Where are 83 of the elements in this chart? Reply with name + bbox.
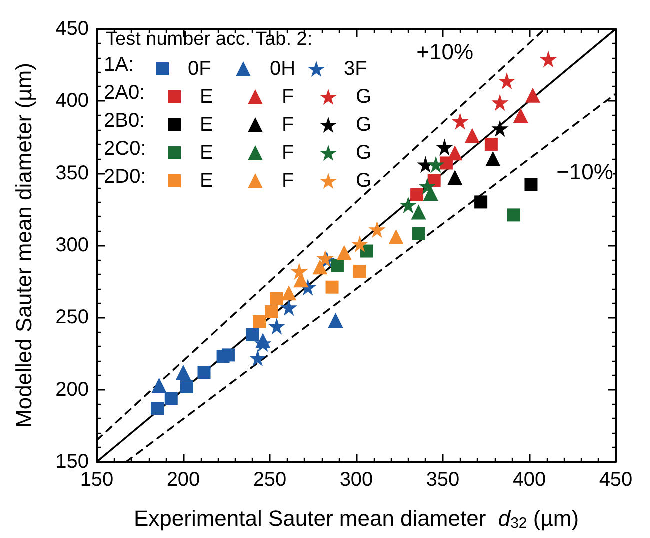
point <box>152 378 167 394</box>
point <box>486 151 501 166</box>
legend-label: G <box>356 114 372 136</box>
y-tick-label: 400 <box>56 90 89 112</box>
point <box>492 94 509 112</box>
point <box>164 392 178 405</box>
x-tick-label: 250 <box>253 469 287 491</box>
legend-label: 0F <box>188 58 212 80</box>
x-tick-label: 450 <box>599 469 633 491</box>
y-tick-label: 250 <box>56 306 89 329</box>
point <box>492 120 509 138</box>
point <box>222 348 235 362</box>
point <box>270 292 284 306</box>
legend-label: G <box>356 86 372 108</box>
point <box>540 50 558 68</box>
point <box>448 170 463 186</box>
point <box>412 227 426 240</box>
annotation: 2B0: <box>104 110 146 132</box>
point <box>268 318 286 335</box>
x-tick-label: 350 <box>426 469 460 491</box>
point <box>507 208 520 222</box>
point <box>265 305 278 318</box>
point <box>351 236 368 253</box>
legend-label: F <box>282 142 294 164</box>
legend-label: G <box>356 170 372 192</box>
point <box>368 221 386 238</box>
point <box>176 365 191 380</box>
point <box>428 156 445 174</box>
point <box>411 204 426 220</box>
legend-title: Test number acc. Tab. 2: <box>106 29 313 50</box>
point <box>525 88 540 103</box>
point <box>290 262 308 280</box>
y-axis-title: Modelled Sauter mean diameter (µm) <box>12 63 36 428</box>
point <box>246 328 260 342</box>
y-tick-label: 200 <box>56 378 89 401</box>
point <box>151 402 164 416</box>
point <box>464 128 480 144</box>
point <box>280 299 298 316</box>
point <box>330 259 344 272</box>
point <box>524 178 538 192</box>
point <box>474 196 488 209</box>
legend-label: E <box>200 86 214 108</box>
y-tick-label: 300 <box>56 234 89 256</box>
point <box>436 138 454 156</box>
point <box>418 178 436 195</box>
legend-label: G <box>356 142 372 164</box>
legend-label: F <box>282 114 294 136</box>
legend-label: E <box>200 114 214 136</box>
point <box>253 315 266 328</box>
annotation: 1A: <box>104 54 134 76</box>
point <box>180 380 194 394</box>
point <box>326 280 339 294</box>
point <box>388 229 404 244</box>
point <box>400 196 417 214</box>
x-tick-label: 400 <box>512 469 546 491</box>
point <box>448 146 463 161</box>
annotation: 2A0: <box>104 82 146 104</box>
legend-label: 3F <box>344 58 368 80</box>
point <box>312 260 328 275</box>
legend-label: E <box>200 170 214 192</box>
legend-label: F <box>282 170 294 192</box>
point <box>410 188 424 202</box>
annotation: 2C0: <box>104 138 146 160</box>
point <box>328 313 344 328</box>
point <box>513 108 528 124</box>
point <box>198 366 211 380</box>
point <box>452 112 469 130</box>
point <box>249 350 266 367</box>
legend-label: F <box>282 86 294 108</box>
legend-label: E <box>200 142 214 164</box>
x-tick-label: 300 <box>340 469 374 491</box>
point <box>353 264 366 278</box>
point <box>498 72 516 90</box>
y-tick-label: 350 <box>56 162 89 184</box>
legend-label: 0H <box>270 58 296 80</box>
x-tick-label: 200 <box>166 469 200 491</box>
annotation: +10% <box>416 40 474 64</box>
point <box>282 286 297 301</box>
annotation: −10% <box>556 159 614 184</box>
point <box>336 245 352 260</box>
point <box>484 138 498 151</box>
y-tick-label: 450 <box>56 18 89 40</box>
annotation: 2D0: <box>104 166 146 188</box>
